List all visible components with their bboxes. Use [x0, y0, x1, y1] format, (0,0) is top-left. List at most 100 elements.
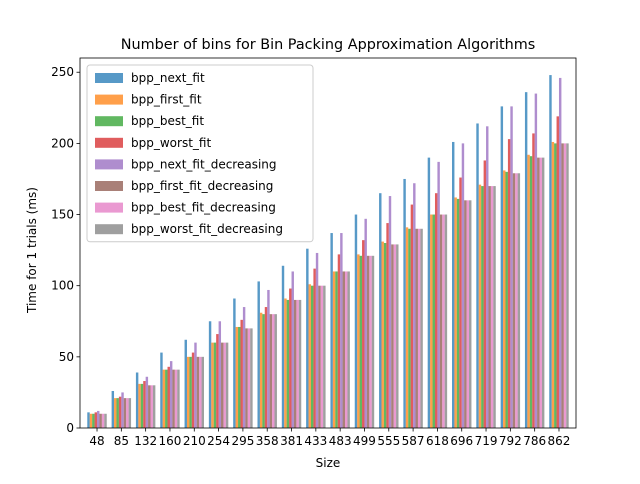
bar [150, 385, 153, 428]
bar [318, 285, 321, 428]
bar [121, 392, 124, 428]
bar [413, 183, 416, 428]
bar [208, 321, 212, 428]
bar [174, 369, 178, 428]
x-tick-label: 696 [450, 434, 473, 448]
bar [379, 193, 382, 428]
bar [118, 396, 122, 428]
bar [225, 342, 229, 428]
bar [483, 160, 487, 428]
bar [537, 157, 540, 428]
bar [408, 228, 411, 428]
bar [563, 143, 567, 428]
legend-label: bpp_worst_fit [131, 136, 211, 150]
bar [345, 271, 348, 428]
bar [437, 161, 440, 428]
bar [366, 255, 370, 428]
bar [92, 413, 95, 428]
bar [347, 271, 350, 428]
bar [507, 139, 511, 428]
bar [140, 383, 144, 428]
bar [323, 285, 326, 428]
bar [281, 265, 285, 428]
y-tick-label: 200 [51, 136, 74, 150]
bar [476, 123, 479, 429]
bar [94, 412, 98, 428]
x-tick-label: 381 [280, 434, 303, 448]
bar [369, 255, 372, 428]
x-tick-label: 358 [256, 434, 279, 448]
bar [410, 204, 414, 428]
x-tick-label: 618 [426, 434, 449, 448]
bar [177, 369, 180, 428]
bar [337, 254, 341, 428]
bar [128, 398, 132, 428]
bar [89, 413, 93, 428]
plot-frame [79, 57, 577, 429]
bar [529, 156, 533, 428]
bar [262, 314, 265, 428]
bar [274, 314, 277, 428]
bar [196, 356, 200, 428]
bar [510, 106, 513, 428]
bar [123, 398, 127, 428]
bar [235, 326, 239, 428]
bar [116, 398, 119, 428]
bar [238, 326, 241, 428]
x-tick-label: 254 [207, 434, 230, 448]
y-tick-label: 0 [66, 421, 74, 435]
bar [439, 214, 443, 428]
bar [512, 173, 516, 428]
bar [505, 171, 508, 428]
bar [340, 233, 343, 428]
bar [104, 413, 107, 428]
bar [386, 223, 389, 428]
bar [293, 299, 297, 428]
bar [354, 214, 358, 428]
legend-label: bpp_first_fit_decreasing [131, 179, 273, 193]
legend-label: bpp_first_fit [131, 93, 202, 107]
bar [566, 143, 569, 428]
x-tick-label: 48 [89, 434, 104, 448]
y-tick-label: 100 [51, 279, 74, 293]
bar [556, 116, 559, 428]
bar [242, 307, 246, 428]
legend-swatch [95, 137, 123, 148]
bar [430, 214, 433, 428]
x-tick-label: 295 [231, 434, 254, 448]
bar [191, 352, 195, 428]
bar [517, 173, 521, 428]
legend-swatch [95, 202, 123, 213]
bar [456, 198, 460, 428]
bar [267, 289, 270, 428]
bar [434, 193, 438, 428]
x-tick-label: 132 [134, 434, 157, 448]
bar [332, 271, 336, 428]
bar [245, 328, 248, 428]
legend-swatch [95, 73, 123, 83]
bar [391, 244, 394, 428]
bar [87, 412, 90, 428]
bar [313, 268, 316, 428]
legend-swatch [95, 224, 123, 235]
y-tick-label: 150 [51, 208, 74, 222]
bar [240, 319, 243, 428]
bar [165, 369, 168, 428]
bar [114, 398, 117, 428]
bar [459, 177, 462, 428]
bar [342, 271, 346, 428]
x-tick-label: 210 [183, 434, 206, 448]
bar [524, 92, 528, 429]
bar [257, 281, 260, 428]
legend-swatch [95, 159, 123, 170]
bar [199, 356, 202, 428]
x-tick-label: 85 [114, 434, 129, 448]
bar [490, 186, 494, 428]
bar [101, 413, 105, 428]
bar [201, 356, 204, 428]
bar [284, 298, 287, 428]
bar [194, 342, 197, 428]
bar [99, 413, 102, 428]
